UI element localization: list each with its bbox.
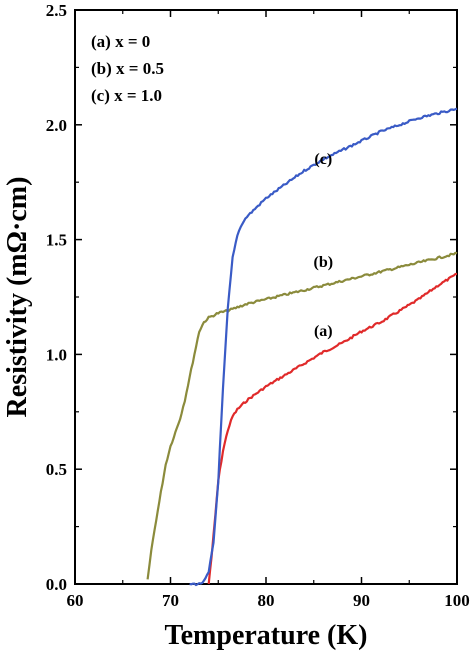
x-tick-label: 60 xyxy=(67,591,84,610)
y-tick-label: 1.0 xyxy=(46,345,67,364)
legend-entry-c: (c) x = 1.0 xyxy=(91,86,162,105)
legend: (a) x = 0 (b) x = 0.5 (c) x = 1.0 xyxy=(91,32,164,105)
y-tick-label: 0.5 xyxy=(46,460,67,479)
data-series xyxy=(146,107,458,587)
series-line-a xyxy=(207,272,457,585)
axis-ticks xyxy=(74,9,458,585)
x-tick-label: 100 xyxy=(444,591,470,610)
legend-entry-b: (b) x = 0.5 xyxy=(91,59,164,78)
y-tick-label: 0.0 xyxy=(46,575,67,594)
x-tick-label: 70 xyxy=(162,591,179,610)
curve-label: (b) xyxy=(314,254,334,271)
curve-label: (a) xyxy=(314,323,333,340)
legend-entry-a: (a) x = 0 xyxy=(91,32,150,51)
y-tick-label: 2.5 xyxy=(46,1,67,20)
series-line-c xyxy=(189,107,458,587)
y-axis-title: Resistivity (mΩ·cm) xyxy=(2,177,33,418)
series-line-b xyxy=(146,251,458,580)
curve-label: (c) xyxy=(314,151,332,168)
tick-labels: 60 70 80 90 100 0.0 0.5 1.0 1.5 2.0 2.5 xyxy=(46,1,470,610)
x-tick-label: 80 xyxy=(258,591,275,610)
x-tick-label: 90 xyxy=(353,591,370,610)
x-axis-title: Temperature (K) xyxy=(165,620,368,651)
y-tick-label: 1.5 xyxy=(46,231,67,250)
y-tick-label: 2.0 xyxy=(46,116,67,135)
curve-labels: (c) (b) (a) xyxy=(314,151,334,340)
